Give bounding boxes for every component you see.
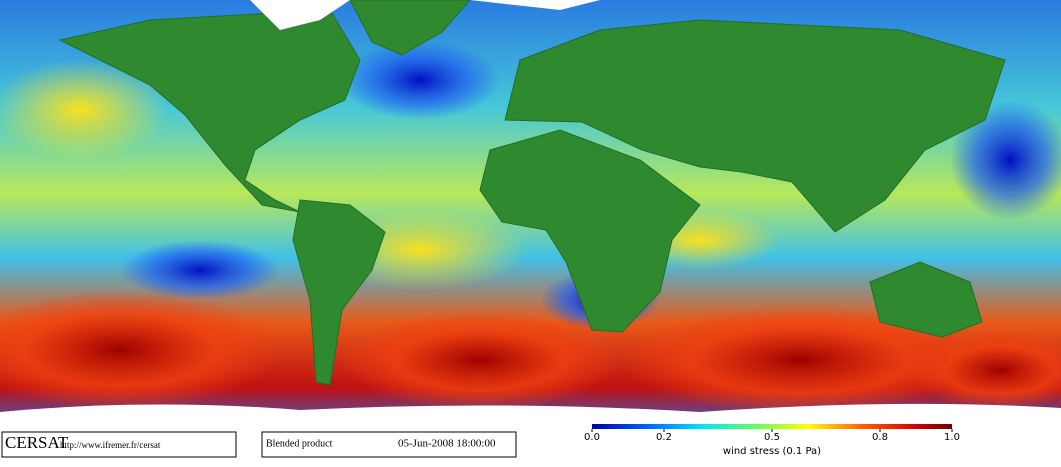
logo: CERSAT (5, 433, 69, 452)
product-box (261, 431, 517, 458)
colorbar-tick-label: 0.8 (872, 432, 888, 443)
land (58, 0, 1006, 386)
datetime: 05-Jun-2008 18:00:00 (398, 438, 496, 450)
ice (0, 403, 1061, 430)
arctic-ice (250, 0, 600, 30)
product: Blended product (266, 438, 333, 449)
logo-box (1, 431, 237, 458)
colorbar-tick-label: 0.2 (656, 432, 672, 443)
colorbar (592, 424, 952, 429)
colorbar-tick-label: 1.0 (944, 432, 960, 443)
colorbar-tick-label: 0.5 (764, 432, 780, 443)
url: http://www.ifremer.fr/cersat (60, 440, 161, 450)
colorbar-label: wind stress (0.1 Pa) (723, 446, 821, 457)
colorbar-tick-label: 0.0 (584, 432, 600, 443)
